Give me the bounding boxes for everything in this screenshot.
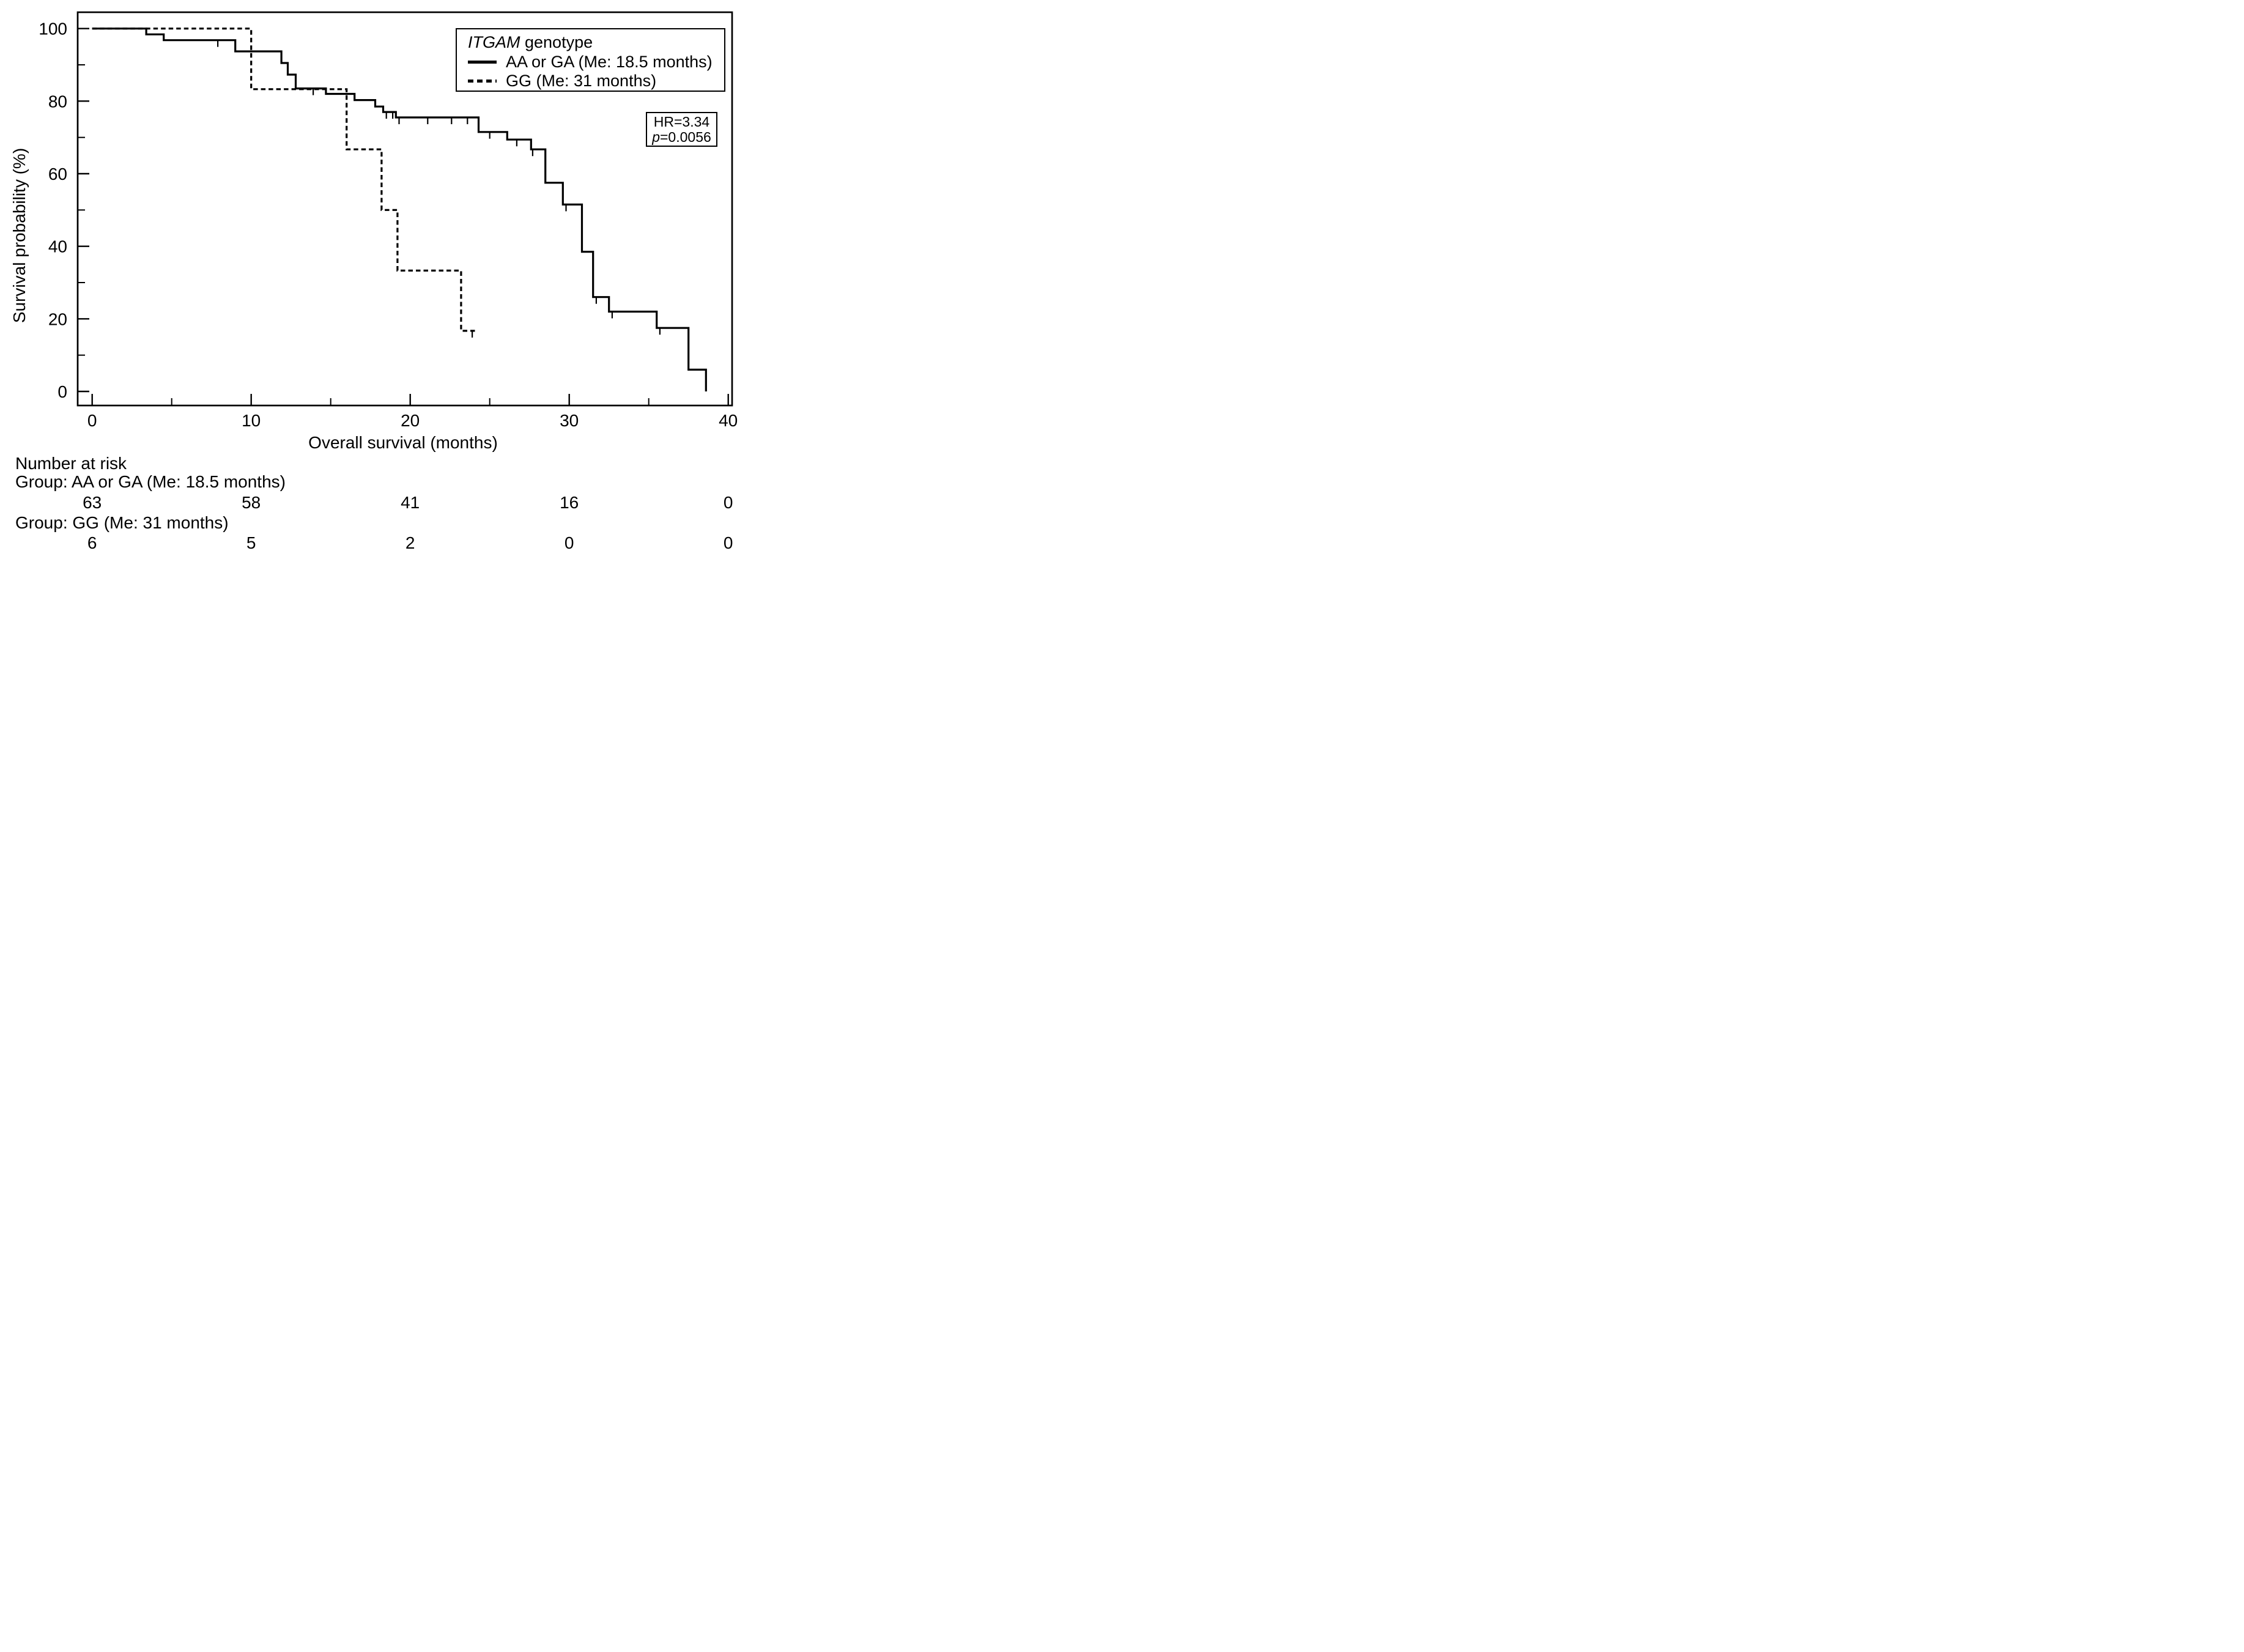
x-axis-title: Overall survival (months) [308, 433, 498, 452]
x-tick-label: 10 [242, 411, 261, 430]
legend-box: ITGAM genotype AA or GA (Me: 18.5 months… [456, 28, 725, 92]
survival-curve-solid [92, 28, 707, 391]
risk-row-aa-ga: 63 58 41 16 0 [0, 493, 748, 512]
y-tick-label: 80 [48, 92, 67, 111]
y-axis-title: Survival probability (%) [10, 147, 29, 324]
legend-item-gg: GG (Me: 31 months) [468, 72, 724, 91]
risk-count: 63 [83, 493, 102, 512]
x-tick-label: 20 [401, 411, 420, 430]
risk-count: 16 [560, 493, 579, 512]
risk-count: 0 [723, 493, 733, 512]
kaplan-meier-figure: 0 10 20 30 40 0 20 40 60 80 100 Survival probabili… [0, 0, 748, 550]
p-symbol: p [652, 129, 660, 145]
risk-count: 5 [246, 533, 256, 550]
risk-count: 0 [723, 533, 733, 550]
stats-box: HR=3.34 p=0.0056 [646, 112, 717, 147]
p-value-rest: =0.0056 [660, 129, 711, 145]
legend-title-rest: genotype [520, 33, 593, 51]
solid-line-sample-icon [468, 61, 497, 64]
legend-item-aa-ga: AA or GA (Me: 18.5 months) [468, 53, 724, 72]
risk-count: 58 [242, 493, 261, 512]
p-value: p=0.0056 [647, 130, 716, 145]
y-tick-label: 60 [48, 165, 67, 183]
y-tick-label: 0 [57, 382, 67, 401]
x-tick-label: 40 [719, 411, 738, 430]
risk-group-label-gg: Group: GG (Me: 31 months) [15, 513, 229, 532]
risk-group-label-aa-ga: Group: AA or GA (Me: 18.5 months) [15, 472, 286, 491]
dashed-line-sample-icon [468, 80, 497, 83]
legend-title: ITGAM genotype [468, 32, 724, 53]
legend-item-label: AA or GA (Me: 18.5 months) [506, 53, 713, 71]
y-tick-label: 100 [39, 20, 67, 39]
y-tick-label: 40 [48, 237, 67, 256]
risk-count: 6 [87, 533, 97, 550]
x-tick-label: 30 [560, 411, 579, 430]
x-tick-label: 0 [87, 411, 97, 430]
hazard-ratio-value: HR=3.34 [653, 114, 710, 130]
survival-curve-dashed [92, 28, 477, 332]
risk-count: 2 [405, 533, 415, 550]
legend-title-gene: ITGAM [468, 33, 520, 51]
legend-item-label: GG (Me: 31 months) [506, 72, 657, 90]
plot-border [76, 11, 733, 407]
risk-count: 0 [564, 533, 574, 550]
risk-count: 41 [401, 493, 420, 512]
km-plot: 0 10 20 30 40 0 20 40 60 80 100 [39, 11, 738, 430]
risk-row-gg: 6 5 2 0 0 [0, 533, 748, 550]
risk-table-title: Number at risk [15, 454, 127, 473]
y-tick-label: 20 [48, 309, 67, 328]
